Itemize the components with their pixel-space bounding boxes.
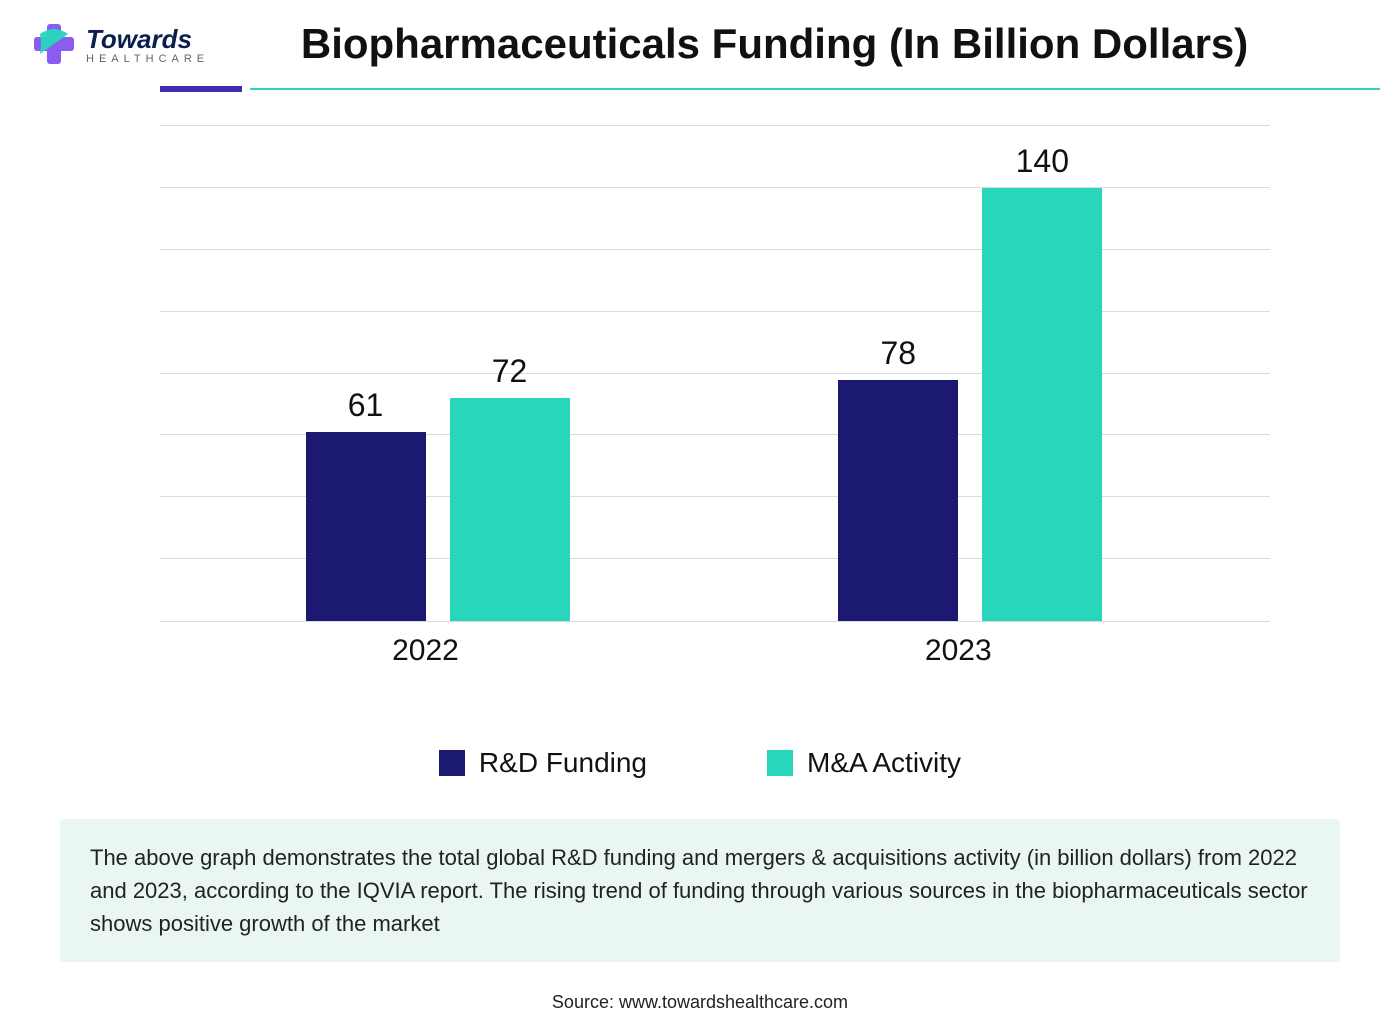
logo-brand-sub: HEALTHCARE	[86, 53, 209, 65]
bar	[306, 432, 426, 621]
legend-item-ma: M&A Activity	[767, 747, 961, 779]
gridline	[160, 311, 1270, 312]
chart-caption: The above graph demonstrates the total g…	[60, 819, 1340, 962]
x-axis-label: 2023	[858, 634, 1058, 668]
legend-label: M&A Activity	[807, 747, 961, 779]
brand-logo: Towards HEALTHCARE	[30, 20, 209, 68]
legend: R&D Funding M&A Activity	[0, 747, 1400, 779]
bar-value-label: 61	[306, 387, 426, 424]
gridline	[160, 373, 1270, 374]
bar-chart: 61 72 78 140 2022 2023	[160, 127, 1270, 667]
bar	[450, 398, 570, 621]
gridline	[160, 187, 1270, 188]
gridline	[160, 125, 1270, 126]
x-axis-label: 2022	[326, 634, 526, 668]
bar	[838, 380, 958, 621]
legend-swatch-icon	[439, 750, 465, 776]
chart-title: Biopharmaceuticals Funding (In Billion D…	[249, 20, 1300, 68]
legend-swatch-icon	[767, 750, 793, 776]
logo-brand-main: Towards	[86, 24, 209, 55]
plot-area: 61 72 78 140	[160, 127, 1270, 622]
legend-item-rd: R&D Funding	[439, 747, 647, 779]
bar-value-label: 78	[838, 335, 958, 372]
legend-label: R&D Funding	[479, 747, 647, 779]
logo-text: Towards HEALTHCARE	[86, 24, 209, 65]
source-attribution: Source: www.towardshealthcare.com	[0, 992, 1400, 1013]
title-divider	[160, 86, 1380, 92]
bar-value-label: 140	[982, 143, 1102, 180]
divider-line	[250, 88, 1380, 90]
divider-accent	[160, 86, 242, 92]
bar	[982, 188, 1102, 621]
logo-mark-icon	[30, 20, 78, 68]
header: Towards HEALTHCARE Biopharmaceuticals Fu…	[0, 0, 1400, 68]
bar-value-label: 72	[450, 353, 570, 390]
gridline	[160, 249, 1270, 250]
